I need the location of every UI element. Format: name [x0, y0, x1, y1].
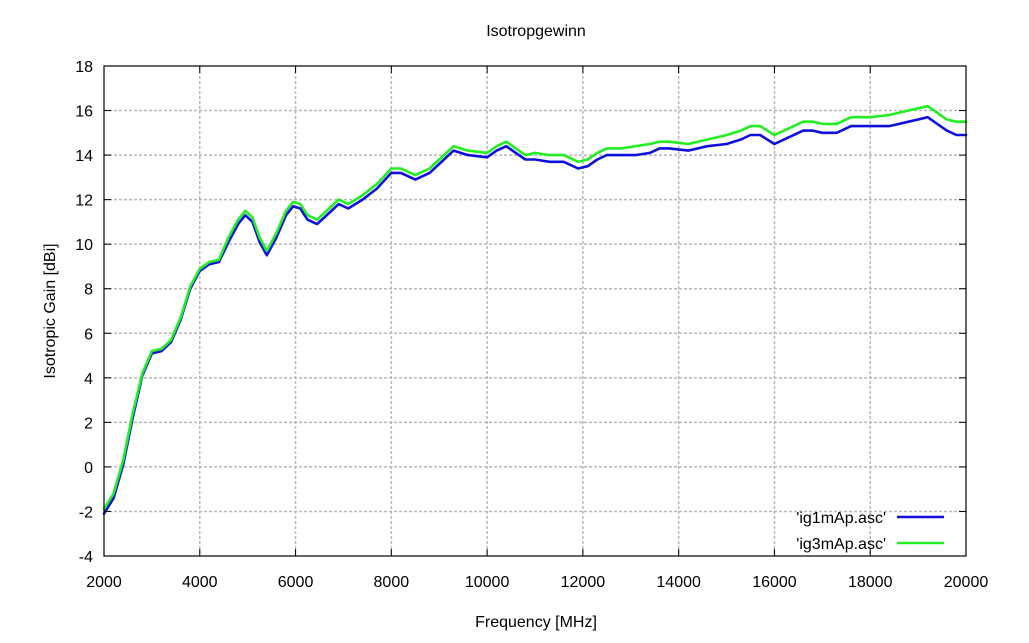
y-tick-label: 0: [84, 460, 93, 477]
y-tick-label: 2: [84, 415, 93, 432]
y-tick-label: 18: [75, 59, 93, 76]
y-tick-label: 8: [84, 282, 93, 299]
x-tick-label: 12000: [561, 574, 606, 591]
y-tick-label: -2: [79, 504, 93, 521]
grid-layer: [104, 66, 966, 556]
x-tick-label: 16000: [752, 574, 797, 591]
y-axis-label: Isotropic Gain [dBi]: [42, 243, 59, 378]
legend-label-2: 'ig3mAp.asc': [796, 536, 886, 553]
y-tick-label: 14: [75, 148, 93, 165]
y-tick-label: 6: [84, 326, 93, 343]
x-tick-label: 14000: [656, 574, 701, 591]
plot-frame: [103, 65, 967, 557]
x-axis-label: Frequency [MHz]: [475, 614, 597, 631]
y-tick-label: 12: [75, 193, 93, 210]
x-tick-label: 6000: [278, 574, 314, 591]
x-tick-label: 8000: [374, 574, 410, 591]
y-tick-label: 4: [84, 371, 93, 388]
y-tick-label: 16: [75, 104, 93, 121]
x-tick-label: 4000: [182, 574, 218, 591]
x-tick-label: 18000: [848, 574, 893, 591]
chart-title: Isotropgewinn: [486, 23, 586, 40]
series-layer: [102, 104, 968, 516]
series-line-2: [102, 104, 968, 511]
y-tick-label: 10: [75, 237, 93, 254]
legend-label-1: 'ig1mAp.asc': [796, 510, 886, 527]
x-tick-label: 2000: [86, 574, 122, 591]
legend: 'ig1mAp.asc' 'ig3mAp.asc': [796, 510, 944, 553]
label-layer: Isotropgewinn Frequency [MHz] Isotropic …: [42, 23, 597, 631]
y-tick-label: -4: [79, 549, 93, 566]
x-tick-label: 10000: [465, 574, 510, 591]
tick-layer: 2000 4000 6000 8000 10000 12000 14000 16000 1800…: [75, 59, 988, 591]
x-tick-label: 20000: [944, 574, 989, 591]
series-line-1: [102, 115, 968, 516]
